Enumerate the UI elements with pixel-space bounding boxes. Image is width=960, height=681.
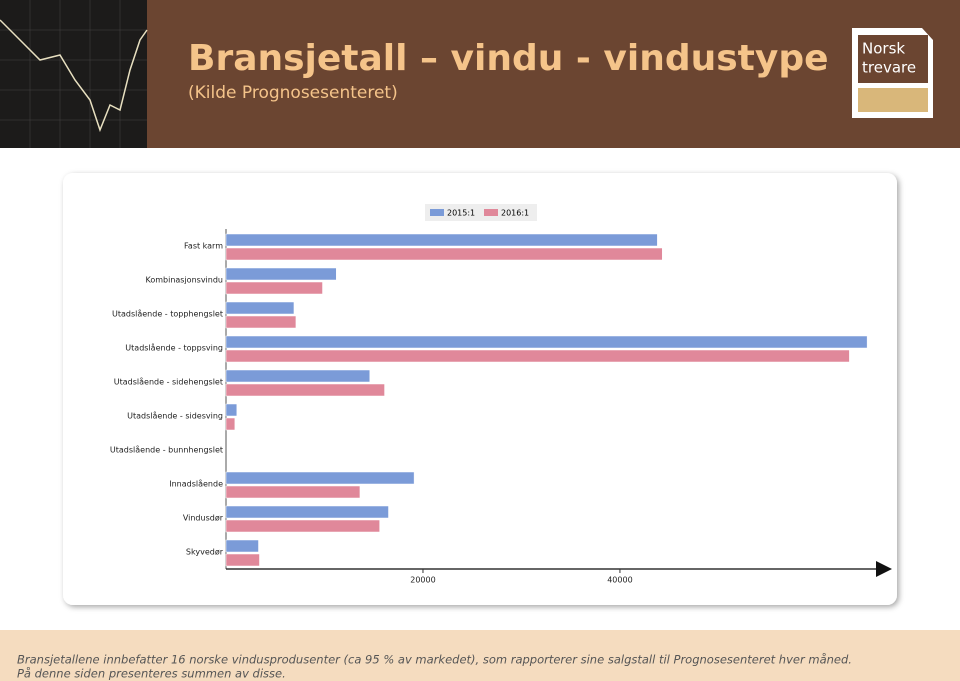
bar bbox=[225, 519, 380, 533]
legend-label: 2016:1 bbox=[501, 209, 529, 218]
y-tick-label: Utadslående - sidehengslet bbox=[114, 377, 223, 387]
y-tick-label: Utadslående - topphengslet bbox=[112, 309, 223, 319]
header-band bbox=[0, 0, 960, 148]
bar bbox=[225, 417, 236, 431]
y-tick-label: Skyvedør bbox=[186, 548, 224, 557]
y-tick-label: Innadslående bbox=[169, 479, 223, 489]
bar bbox=[225, 553, 260, 567]
x-tick-label: 20000 bbox=[410, 576, 435, 585]
legend-swatch bbox=[484, 209, 498, 216]
axis-arrow bbox=[876, 561, 892, 577]
bar bbox=[225, 247, 663, 261]
subtitle: (Kilde Prognosesenteret) bbox=[188, 83, 398, 103]
bar bbox=[225, 505, 389, 519]
y-tick-label: Utadslående - bunnhengslet bbox=[110, 445, 223, 455]
logo-text: trevare bbox=[862, 59, 916, 77]
bar bbox=[225, 267, 337, 281]
footer-band bbox=[0, 630, 960, 681]
bar bbox=[225, 349, 850, 363]
image-line bbox=[0, 19, 148, 133]
y-tick-label: Utadslående - toppsving bbox=[125, 343, 223, 353]
bar bbox=[225, 539, 259, 553]
image-grid bbox=[0, 0, 147, 148]
bar bbox=[225, 301, 295, 315]
title: Bransjetall – vindu - vindustype bbox=[188, 38, 829, 79]
y-tick-label: Fast karm bbox=[184, 242, 223, 251]
footer-text: På denne siden presenteres summen av dis… bbox=[17, 667, 286, 681]
logo-inner bbox=[858, 35, 928, 83]
legend-swatch bbox=[430, 209, 444, 216]
bar bbox=[225, 335, 868, 349]
legend bbox=[425, 204, 537, 221]
header-image bbox=[0, 0, 147, 148]
y-tick-label: Utadslående - sidesving bbox=[127, 411, 223, 421]
bar bbox=[225, 383, 385, 397]
bar bbox=[225, 369, 371, 383]
logo-wood bbox=[858, 88, 928, 112]
bar bbox=[225, 485, 361, 499]
logo-text: Norsk bbox=[862, 40, 905, 58]
bar bbox=[225, 233, 658, 247]
bar bbox=[225, 281, 323, 295]
bar bbox=[225, 471, 415, 485]
y-tick-label: Kombinasjonsvindu bbox=[145, 276, 223, 285]
legend-label: 2015:1 bbox=[447, 209, 475, 218]
x-tick-label: 40000 bbox=[607, 576, 632, 585]
chart: 2015:1 2016:1 20000 40000 Fast karm Kombinasj… bbox=[110, 209, 892, 585]
footer-text: Bransjetallene innbefatter 16 norske vin… bbox=[17, 653, 852, 667]
bar bbox=[225, 315, 297, 329]
y-tick-label: Vindusdør bbox=[183, 514, 224, 523]
bar bbox=[225, 403, 238, 417]
